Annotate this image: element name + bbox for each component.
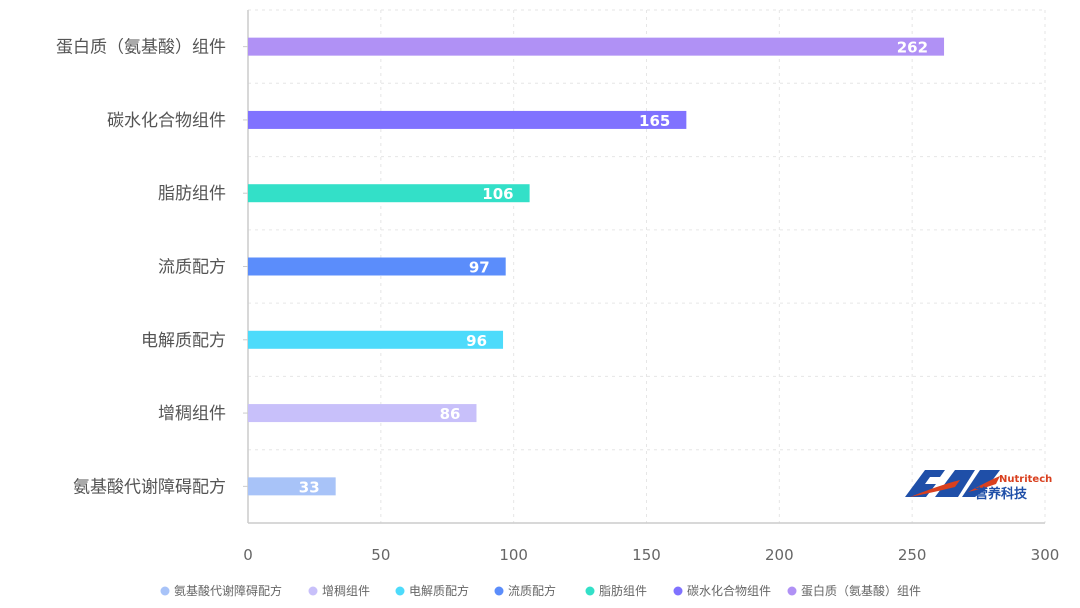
bar <box>248 257 506 276</box>
legend-marker <box>395 586 405 596</box>
legend-marker <box>308 586 318 596</box>
category-label: 脂肪组件 <box>158 184 226 204</box>
category-label: 电解质配方 <box>141 331 226 351</box>
logo-mark <box>905 470 945 497</box>
bar <box>248 477 336 496</box>
x-tick-label: 300 <box>1031 546 1060 564</box>
logo-mark <box>968 476 1000 492</box>
bar <box>248 330 504 349</box>
bar-value-label: 86 <box>440 405 461 423</box>
legend-label: 流质配方 <box>508 583 556 598</box>
x-tick-label: 150 <box>632 546 661 564</box>
x-tick-label: 200 <box>765 546 794 564</box>
x-tick-label: 0 <box>243 546 253 564</box>
bar-value-label: 33 <box>299 478 320 496</box>
bar-value-label: 106 <box>482 185 513 203</box>
x-tick-label: 100 <box>499 546 528 564</box>
bar-value-label: 96 <box>466 332 487 350</box>
category-label: 碳水化合物组件 <box>107 111 226 131</box>
legend-label: 碳水化合物组件 <box>687 583 771 598</box>
logo-text-cn: 营养科技 <box>975 486 1028 502</box>
bar <box>248 110 687 129</box>
legend-marker <box>585 586 595 596</box>
logo-mark <box>910 480 960 497</box>
bar-value-label: 262 <box>897 39 928 57</box>
legend-marker <box>494 586 504 596</box>
bar-value-label: 165 <box>639 112 670 130</box>
bar <box>248 37 945 56</box>
category-label: 氨基酸代谢障碍配方 <box>73 477 226 497</box>
legend-label: 氨基酸代谢障碍配方 <box>174 583 282 598</box>
category-label: 增稠组件 <box>158 404 226 424</box>
logo-text-en: Nutritech <box>999 474 1052 485</box>
category-label: 流质配方 <box>158 258 226 278</box>
bar <box>248 184 530 203</box>
bar <box>248 404 477 423</box>
bar-value-label: 97 <box>469 259 490 277</box>
x-tick-label: 50 <box>371 546 390 564</box>
legend-marker <box>673 586 683 596</box>
category-label: 蛋白质（氨基酸）组件 <box>56 38 226 58</box>
x-tick-label: 250 <box>898 546 927 564</box>
legend-label: 电解质配方 <box>409 583 469 598</box>
legend-marker <box>160 586 170 596</box>
legend-marker <box>787 586 797 596</box>
legend-label: 脂肪组件 <box>599 583 647 598</box>
legend-label: 蛋白质（氨基酸）组件 <box>801 583 921 598</box>
legend-label: 增稠组件 <box>322 584 370 598</box>
